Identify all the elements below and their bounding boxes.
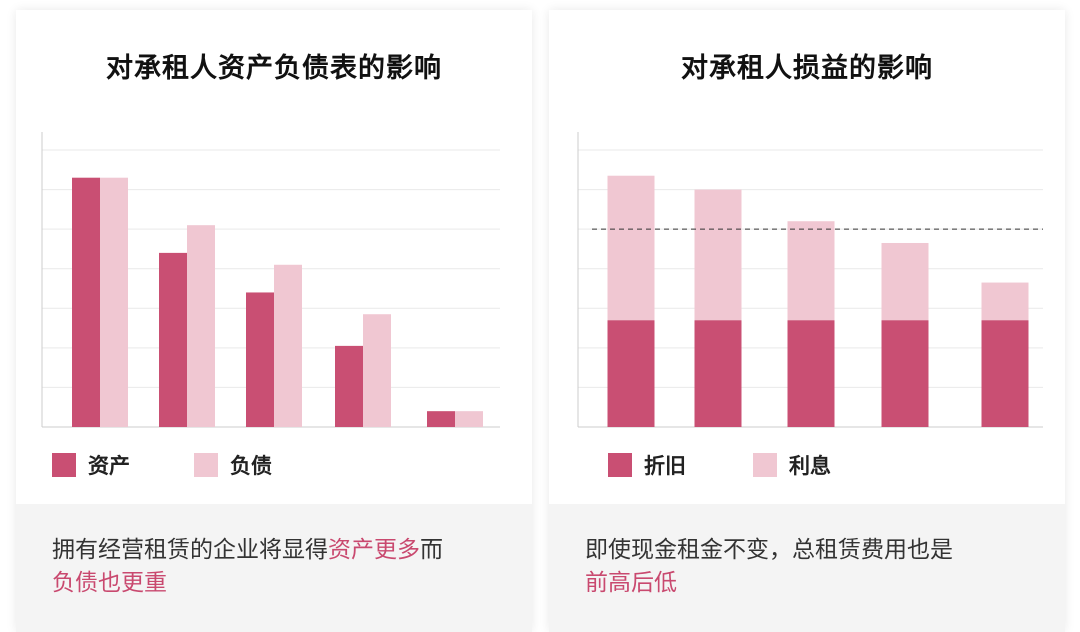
bar-assets [72,177,100,427]
legend-swatch-depreciation [608,453,632,477]
chart-legend: 折旧 利息 [549,450,1065,480]
legend-label-depreciation: 折旧 [644,454,686,478]
chart-title: 对承租人损益的影响 [681,53,933,84]
chart-caption: 即使现金租金不变，总租赁费用也是 前高后低 [549,504,1065,632]
balance-sheet-chart [41,132,500,428]
bar-liabilities [363,314,391,427]
legend-item-liabilities: 负债 [194,450,272,480]
bar-assets [427,411,455,427]
profit-loss-card: 对承租人损益的影响 折旧 利息 即使现金租金不变，总租赁费用也是 前高后低 [549,10,1065,632]
caption-text: 即使现金租金不变，总租赁费用也是 [585,537,953,563]
caption-highlight-front-loaded: 前高后低 [585,570,677,596]
bar-interest [981,282,1029,321]
bar-interest [787,221,835,321]
bar-interest [694,189,742,321]
legend-swatch-liabilities [194,453,218,477]
bar-assets [159,252,187,427]
bar-liabilities [187,225,215,427]
bar-depreciation [694,320,742,427]
caption-text-mid: 而 [420,537,443,563]
bar-depreciation [787,320,835,427]
bar-liabilities [455,411,483,427]
legend-swatch-interest [753,453,777,477]
caption-highlight-liabilities: 负债也更重 [52,570,167,596]
legend-label-assets: 资产 [88,454,130,478]
bar-assets [335,345,363,427]
bar-interest [607,175,655,321]
legend-swatch-assets [52,453,76,477]
legend-item-assets: 资产 [52,450,130,480]
bar-depreciation [981,320,1029,427]
chart-legend: 资产 负债 [16,450,532,480]
bar-interest [881,242,929,321]
profit-loss-chart [577,132,1043,428]
balance-sheet-card: 对承租人资产负债表的影响 资产 负债 拥有经营租赁的企业将显得资产更多而负债也更… [16,10,532,632]
legend-label-interest: 利息 [789,454,831,478]
caption-text: 拥有经营租赁的企业将显得 [52,537,328,563]
chart-caption: 拥有经营租赁的企业将显得资产更多而负债也更重 [16,504,532,632]
bar-depreciation [881,320,929,427]
bar-liabilities [274,264,302,427]
bar-liabilities [100,177,128,427]
legend-item-depreciation: 折旧 [608,450,686,480]
bar-assets [246,292,274,427]
legend-label-liabilities: 负债 [230,454,272,478]
caption-highlight-assets: 资产更多 [328,537,420,563]
legend-item-interest: 利息 [753,450,831,480]
bar-depreciation [607,320,655,427]
chart-title: 对承租人资产负债表的影响 [106,53,442,84]
